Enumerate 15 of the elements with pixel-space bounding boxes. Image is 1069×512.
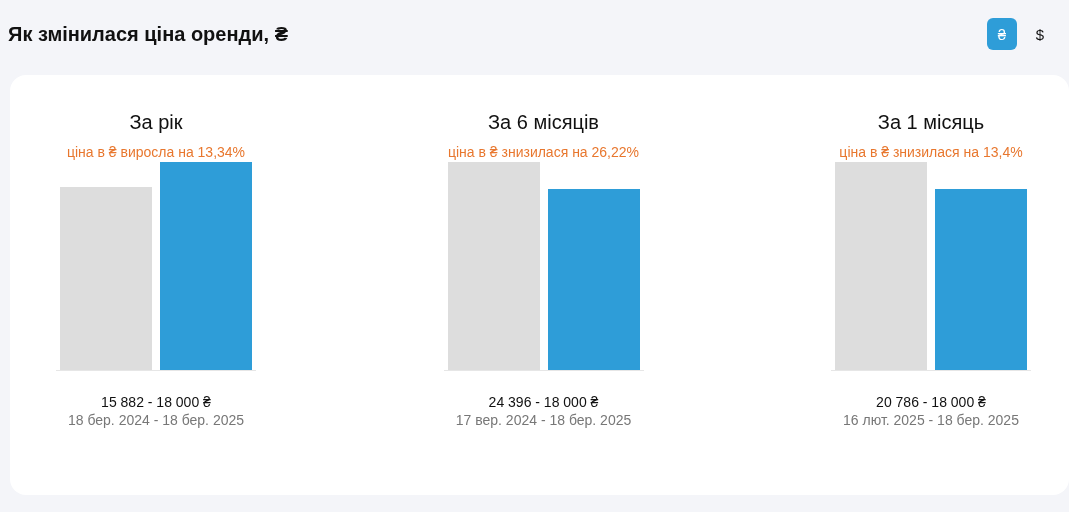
text: 15 882 - 18 000 ₴ bbox=[101, 394, 211, 410]
text: 20 786 - 18 000 ₴ bbox=[876, 394, 986, 410]
text: 18 бер. 2024 - 18 бер. 2025 bbox=[67, 412, 245, 428]
chart-title: За рік bbox=[129, 111, 183, 134]
chart-title: За 1 місяць bbox=[877, 111, 985, 134]
text: 16 лют. 2025 - 18 бер. 2025 bbox=[843, 412, 1019, 428]
chart-subtitle: ціна в ₴ знизилася на 26,22% bbox=[446, 143, 641, 162]
chart-subtitle: ціна в ₴ знизилася на 13,4% bbox=[838, 143, 1024, 162]
text: $ bbox=[1034, 24, 1046, 45]
text: ₴ bbox=[987, 18, 1017, 50]
chart-title: За 6 місяців bbox=[488, 111, 599, 134]
chart-subtitle: ціна в ₴ виросла на 13,34% bbox=[65, 143, 247, 162]
text: Як змінилася ціна оренди, ₴ bbox=[8, 22, 288, 46]
text: 17 вер. 2024 - 18 бер. 2025 bbox=[455, 412, 632, 428]
text: 24 396 - 18 000 ₴ bbox=[488, 394, 599, 410]
